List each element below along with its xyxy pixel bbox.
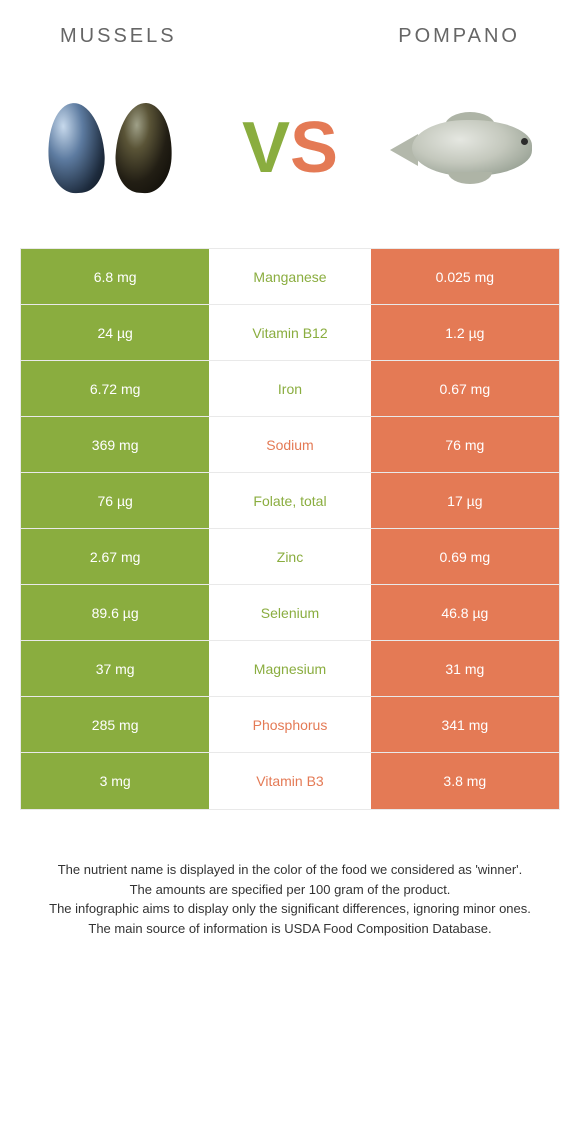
nutrient-name: Manganese: [209, 249, 370, 304]
left-value: 3 mg: [21, 753, 209, 809]
table-row: 285 mgPhosphorus341 mg: [21, 697, 559, 753]
vs-label: V S: [242, 112, 338, 184]
right-value: 17 µg: [371, 473, 559, 528]
table-row: 369 mgSodium76 mg: [21, 417, 559, 473]
footer-notes: The nutrient name is displayed in the co…: [0, 810, 580, 938]
header-titles: MUSSELS POMPANO: [0, 0, 580, 58]
footer-line: The infographic aims to display only the…: [40, 899, 540, 919]
left-food-title: MUSSELS: [60, 25, 177, 48]
vs-v-letter: V: [242, 112, 290, 184]
left-value: 285 mg: [21, 697, 209, 752]
vs-s-letter: S: [290, 112, 338, 184]
left-value: 37 mg: [21, 641, 209, 696]
right-value: 341 mg: [371, 697, 559, 752]
nutrient-name: Folate, total: [209, 473, 370, 528]
right-value: 76 mg: [371, 417, 559, 472]
table-row: 2.67 mgZinc0.69 mg: [21, 529, 559, 585]
right-value: 0.67 mg: [371, 361, 559, 416]
table-row: 24 µgVitamin B121.2 µg: [21, 305, 559, 361]
right-value: 3.8 mg: [371, 753, 559, 809]
nutrient-name: Phosphorus: [209, 697, 370, 752]
table-row: 76 µgFolate, total17 µg: [21, 473, 559, 529]
left-value: 6.72 mg: [21, 361, 209, 416]
left-value: 24 µg: [21, 305, 209, 360]
left-value: 2.67 mg: [21, 529, 209, 584]
table-row: 3 mgVitamin B33.8 mg: [21, 753, 559, 809]
right-value: 46.8 µg: [371, 585, 559, 640]
table-row: 6.8 mgManganese0.025 mg: [21, 249, 559, 305]
nutrient-name: Vitamin B12: [209, 305, 370, 360]
table-row: 6.72 mgIron0.67 mg: [21, 361, 559, 417]
left-value: 89.6 µg: [21, 585, 209, 640]
footer-line: The main source of information is USDA F…: [40, 919, 540, 939]
nutrient-name: Zinc: [209, 529, 370, 584]
mussels-icon: [20, 88, 200, 208]
footer-line: The amounts are specified per 100 gram o…: [40, 880, 540, 900]
nutrient-name: Magnesium: [209, 641, 370, 696]
right-food-title: POMPANO: [398, 25, 520, 48]
nutrient-name: Selenium: [209, 585, 370, 640]
right-value: 31 mg: [371, 641, 559, 696]
nutrient-name: Sodium: [209, 417, 370, 472]
vs-row: V S: [0, 58, 580, 248]
nutrient-name: Iron: [209, 361, 370, 416]
table-row: 89.6 µgSelenium46.8 µg: [21, 585, 559, 641]
left-value: 76 µg: [21, 473, 209, 528]
left-value: 6.8 mg: [21, 249, 209, 304]
nutrient-table: 6.8 mgManganese0.025 mg24 µgVitamin B121…: [20, 248, 560, 810]
nutrient-name: Vitamin B3: [209, 753, 370, 809]
pompano-icon: [380, 88, 560, 208]
table-row: 37 mgMagnesium31 mg: [21, 641, 559, 697]
right-value: 1.2 µg: [371, 305, 559, 360]
footer-line: The nutrient name is displayed in the co…: [40, 860, 540, 880]
right-value: 0.69 mg: [371, 529, 559, 584]
right-value: 0.025 mg: [371, 249, 559, 304]
left-value: 369 mg: [21, 417, 209, 472]
